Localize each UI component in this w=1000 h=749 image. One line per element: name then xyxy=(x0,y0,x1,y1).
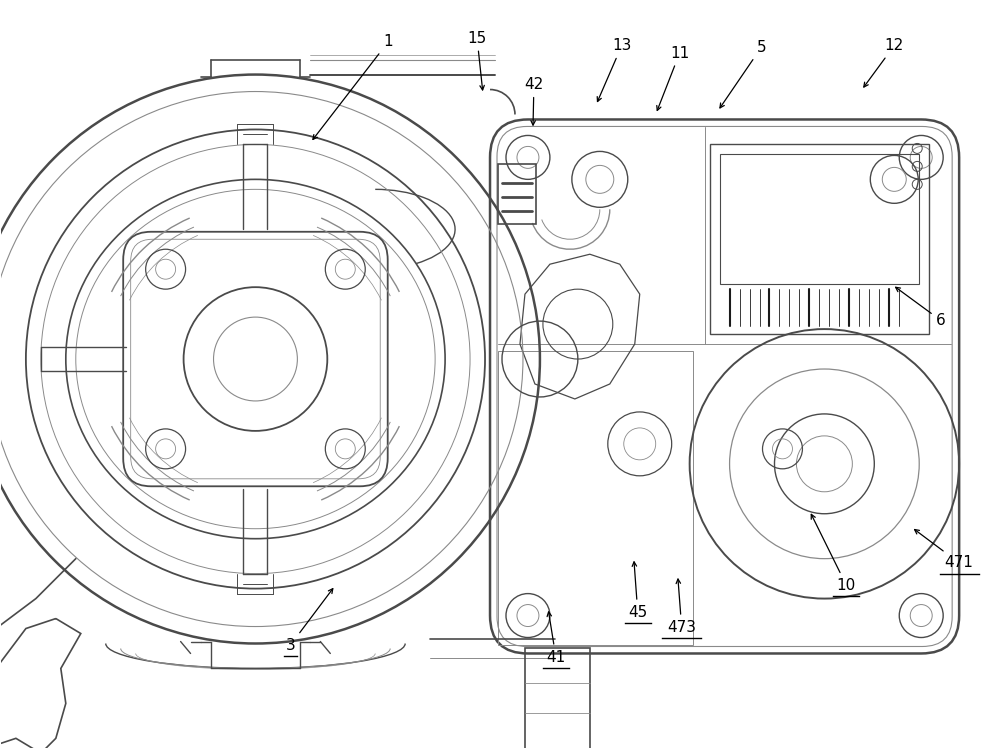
Text: 1: 1 xyxy=(313,34,393,139)
Text: 11: 11 xyxy=(657,46,689,110)
Text: 12: 12 xyxy=(864,38,904,87)
Text: 41: 41 xyxy=(546,612,566,664)
Text: 15: 15 xyxy=(467,31,487,90)
Text: 3: 3 xyxy=(286,589,333,652)
Text: 6: 6 xyxy=(896,288,946,328)
Text: 471: 471 xyxy=(915,530,974,571)
Text: 473: 473 xyxy=(667,579,696,634)
Bar xyxy=(525,649,590,749)
Bar xyxy=(710,145,929,334)
Bar xyxy=(720,154,919,284)
Text: 10: 10 xyxy=(811,515,856,592)
Text: 13: 13 xyxy=(597,38,631,102)
Text: 45: 45 xyxy=(628,562,647,619)
Text: 5: 5 xyxy=(720,40,766,108)
Bar xyxy=(498,351,693,646)
Bar xyxy=(498,164,536,224)
Text: 42: 42 xyxy=(524,77,544,125)
